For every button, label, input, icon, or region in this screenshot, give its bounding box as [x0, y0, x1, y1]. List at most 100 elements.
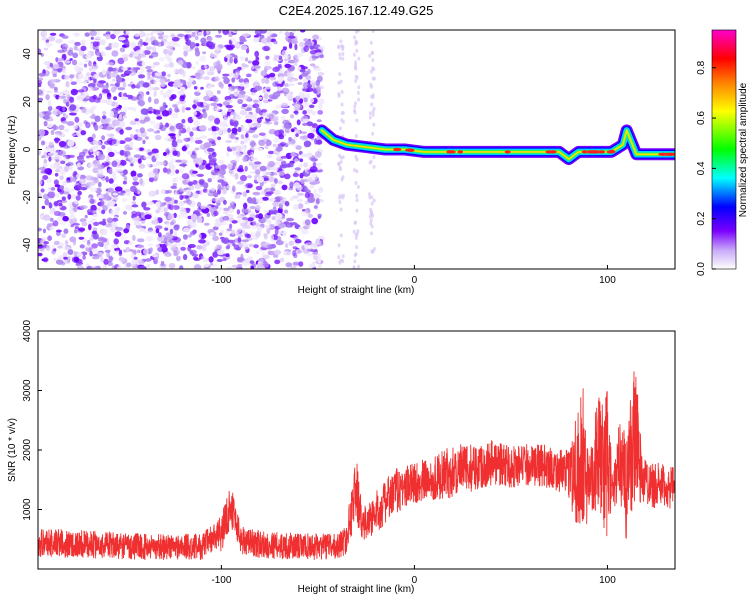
noise-cell: [175, 169, 180, 174]
noise-cell: [203, 142, 212, 149]
noise-cell: [58, 202, 63, 207]
noise-cell: [47, 152, 55, 157]
noise-cell: [168, 161, 174, 167]
noise-cell: [268, 72, 276, 78]
noise-cell: [277, 63, 282, 69]
noise-cell: [87, 220, 94, 225]
noise-cell: [370, 201, 374, 206]
noise-cell: [58, 140, 67, 148]
noise-cell: [258, 132, 266, 136]
noise-cell: [246, 233, 251, 239]
noise-cell: [85, 244, 91, 249]
noise-cell: [278, 228, 283, 235]
noise-cell: [194, 139, 203, 144]
noise-cell: [146, 264, 151, 268]
noise-cell: [170, 244, 177, 251]
noise-cell: [117, 68, 124, 73]
noise-cell: [337, 255, 341, 260]
noise-cell: [142, 139, 146, 145]
noise-cell: [172, 104, 178, 108]
noise-cell: [250, 157, 258, 161]
noise-cell: [354, 235, 358, 240]
noise-cell: [101, 89, 110, 94]
noise-cell: [179, 95, 185, 102]
noise-cell: [286, 223, 291, 228]
noise-cell: [263, 233, 267, 237]
noise-cell: [250, 265, 255, 269]
noise-cell: [197, 201, 202, 208]
noise-cell: [256, 225, 261, 232]
noise-cell: [305, 108, 313, 115]
noise-cell: [108, 255, 113, 263]
noise-cell: [368, 115, 372, 120]
noise-cell: [54, 172, 59, 177]
noise-cell: [91, 243, 98, 249]
noise-cell: [352, 229, 356, 234]
noise-cell: [59, 175, 64, 180]
noise-cell: [91, 145, 99, 150]
noise-cell: [248, 243, 254, 247]
noise-cell: [241, 33, 250, 37]
noise-cell: [369, 221, 373, 226]
noise-cell: [279, 30, 283, 34]
noise-cell: [84, 32, 90, 37]
noise-cell: [38, 167, 46, 171]
noise-cell: [246, 137, 251, 141]
noise-cell: [263, 93, 269, 100]
noise-cell: [79, 179, 85, 184]
noise-cell: [114, 103, 119, 108]
noise-cell: [266, 154, 273, 159]
noise-cell: [357, 97, 361, 102]
noise-cell: [286, 217, 294, 222]
noise-cell: [162, 34, 169, 39]
noise-cell: [183, 137, 187, 142]
snr-y-ticks: 1000 2000 3000 4000: [22, 319, 42, 521]
noise-cell: [267, 250, 276, 256]
noise-cell: [100, 51, 105, 55]
noise-cell: [218, 232, 223, 236]
noise-cell: [255, 185, 263, 191]
noise-cell: [368, 160, 372, 165]
noise-cell: [356, 184, 360, 189]
noise-cell: [130, 185, 137, 193]
noise-cell: [285, 252, 292, 255]
noise-cell: [240, 127, 248, 133]
noise-cell: [98, 125, 104, 129]
noise-cell: [306, 121, 314, 127]
noise-cell: [49, 62, 53, 68]
noise-cell: [41, 155, 46, 159]
noise-cell: [38, 80, 43, 85]
noise-cell: [204, 222, 210, 226]
noise-cell: [61, 180, 68, 187]
noise-cell: [42, 175, 49, 180]
noise-cell: [186, 151, 193, 155]
noise-cell: [62, 215, 69, 222]
noise-cell: [176, 214, 183, 219]
noise-cell: [368, 111, 372, 116]
noise-cell: [226, 112, 231, 117]
noise-cell: [130, 67, 138, 72]
noise-cell: [316, 86, 321, 92]
noise-cell: [242, 260, 250, 266]
y-tick-label: 4000: [22, 319, 33, 342]
noise-cell: [353, 168, 356, 173]
noise-cell: [138, 95, 144, 101]
noise-cell: [229, 119, 233, 123]
noise-cell: [101, 209, 106, 215]
noise-cell: [96, 51, 101, 57]
track-peak: [589, 150, 600, 154]
noise-cell: [41, 205, 46, 210]
noise-cell: [256, 176, 265, 183]
noise-cell: [282, 46, 287, 51]
noise-cell: [156, 78, 161, 82]
noise-cell: [74, 41, 81, 46]
noise-cell: [173, 224, 180, 231]
noise-cell: [48, 156, 52, 162]
noise-cell: [137, 80, 144, 86]
noise-cell: [111, 217, 119, 222]
figure-title: C2E4.2025.167.12.49.G25: [279, 3, 434, 18]
noise-cell: [164, 104, 168, 108]
noise-cell: [280, 199, 285, 205]
noise-cell: [129, 120, 137, 126]
noise-cell: [179, 79, 187, 85]
